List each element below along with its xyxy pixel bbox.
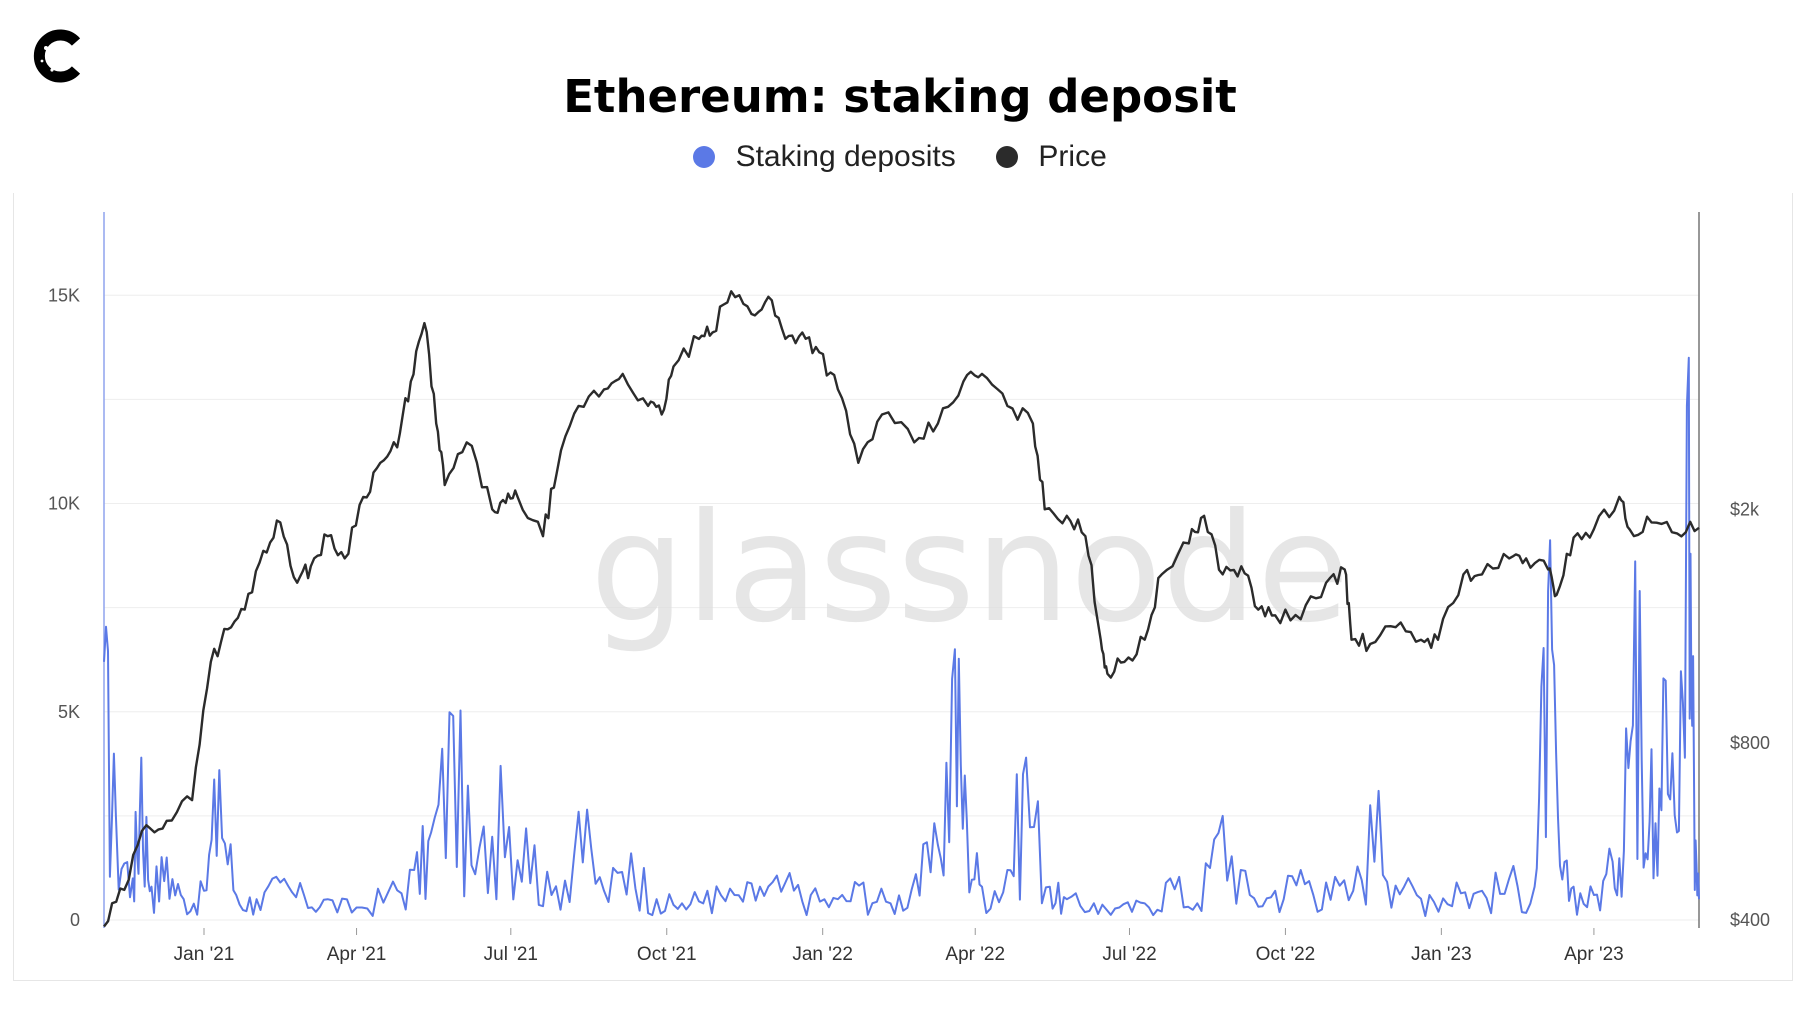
left-tick-label: 5K	[58, 702, 80, 722]
x-tick-label: Jul '22	[1102, 944, 1156, 965]
legend-dot-staking-deposits	[693, 146, 716, 168]
legend-item-price[interactable]: Price	[996, 140, 1107, 174]
chart-legend: Staking deposits Price	[0, 140, 1800, 174]
series-line-price[interactable]	[103, 290, 1700, 928]
x-tick-label: Apr '21	[327, 944, 387, 965]
x-tick-label: Jul '21	[484, 944, 538, 965]
series-line-staking-deposits[interactable]	[103, 356, 1700, 917]
right-axis: $400 $800 $2k	[1730, 499, 1770, 930]
left-tick-label: 0	[70, 910, 80, 930]
x-tick-label: Jan '23	[1411, 944, 1472, 965]
x-tick-label: Jan '22	[792, 944, 853, 965]
watermark: glassnode	[590, 482, 1349, 656]
brand-logo-icon	[33, 29, 81, 83]
chart-frame	[13, 193, 1793, 981]
x-tick-label: Apr '23	[1564, 944, 1624, 965]
right-tick-label: $800	[1730, 733, 1770, 753]
legend-item-staking-deposits[interactable]: Staking deposits	[693, 140, 956, 174]
x-tick-label: Oct '21	[637, 944, 697, 965]
x-axis: Jan '21 Apr '21 Jul '21 Oct '21 Jan '22 Apr '…	[174, 928, 1624, 965]
legend-label-staking-deposits: Staking deposits	[735, 140, 956, 173]
x-tick-label: Oct '22	[1256, 944, 1316, 965]
x-tick-label: Jan '21	[174, 944, 235, 965]
grid-lines	[104, 294, 1699, 921]
x-tick-label: Apr '22	[945, 944, 1005, 965]
left-axis: 0 5K 10K 15K	[48, 285, 80, 930]
legend-label-price: Price	[1038, 140, 1107, 173]
chart-title: Ethereum: staking deposit	[563, 70, 1237, 123]
right-tick-label: $2k	[1730, 499, 1760, 519]
series-layer	[103, 290, 1700, 928]
left-tick-label: 10K	[48, 494, 80, 514]
right-tick-label: $400	[1730, 910, 1770, 930]
legend-dot-price	[996, 146, 1019, 168]
left-tick-label: 15K	[48, 285, 80, 305]
